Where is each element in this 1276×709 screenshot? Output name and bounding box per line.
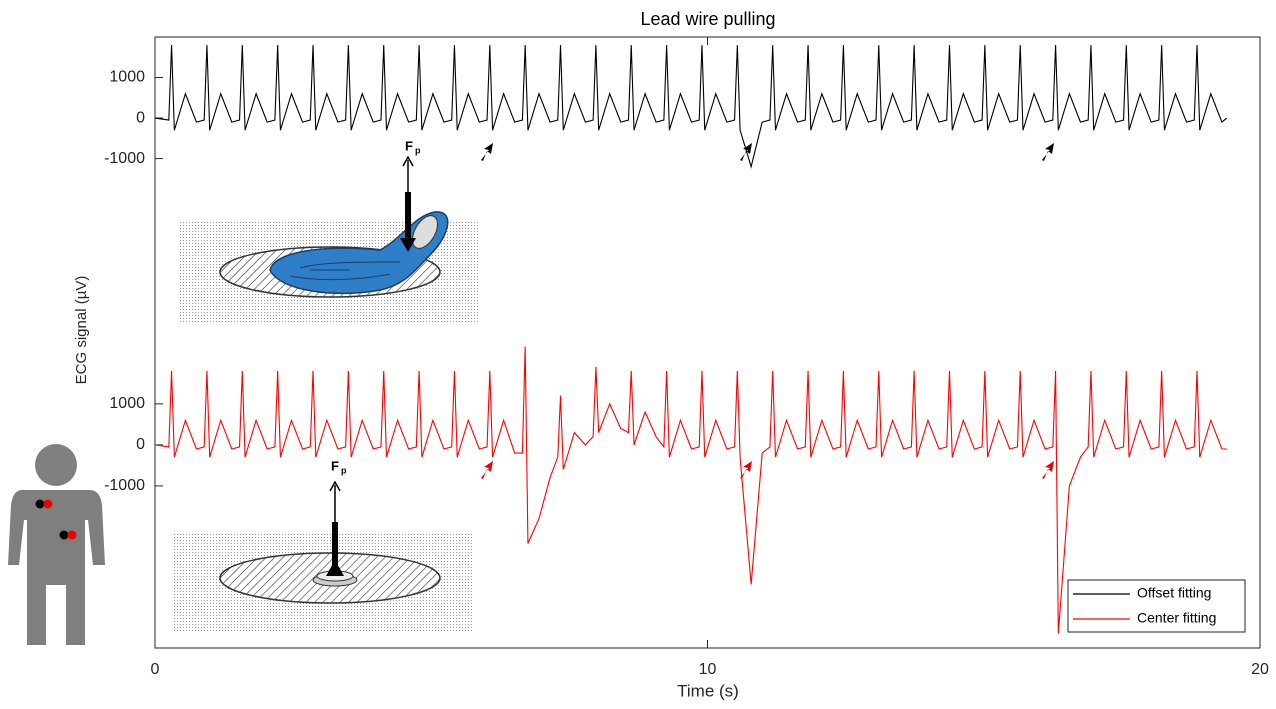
legend-box [1067, 579, 1246, 633]
x-tick-label: 0 [151, 661, 160, 678]
event-arrows [481, 143, 1054, 479]
x-tick-label: 10 [699, 661, 717, 678]
ecg-trace [154, 45, 1228, 169]
y-tick-label: 0 [136, 436, 145, 453]
chart-title: Lead wire pulling [640, 9, 775, 29]
force-label: F [331, 458, 339, 473]
y-tick-label: 1000 [109, 395, 145, 412]
legend-label: Center fitting [1137, 610, 1216, 626]
y-tick-label: -1000 [104, 150, 145, 167]
offset-electrode-illustration [180, 155, 480, 323]
legend-label: Offset fitting [1137, 585, 1211, 601]
force-subscript: p [415, 145, 421, 155]
y-tick-label: 0 [136, 109, 145, 126]
human-icon [8, 444, 105, 645]
x-axis-label: Time (s) [677, 681, 739, 700]
y-tick-label: 1000 [109, 69, 145, 86]
center-electrode-illustration [172, 480, 472, 632]
force-label: F [405, 138, 413, 153]
ecg-trace [154, 346, 1227, 634]
y-axis-label: ECG signal (µV) [73, 276, 90, 385]
x-tick-label: 20 [1251, 661, 1269, 678]
y-tick-label: -1000 [104, 477, 145, 494]
force-subscript: p [341, 465, 347, 475]
